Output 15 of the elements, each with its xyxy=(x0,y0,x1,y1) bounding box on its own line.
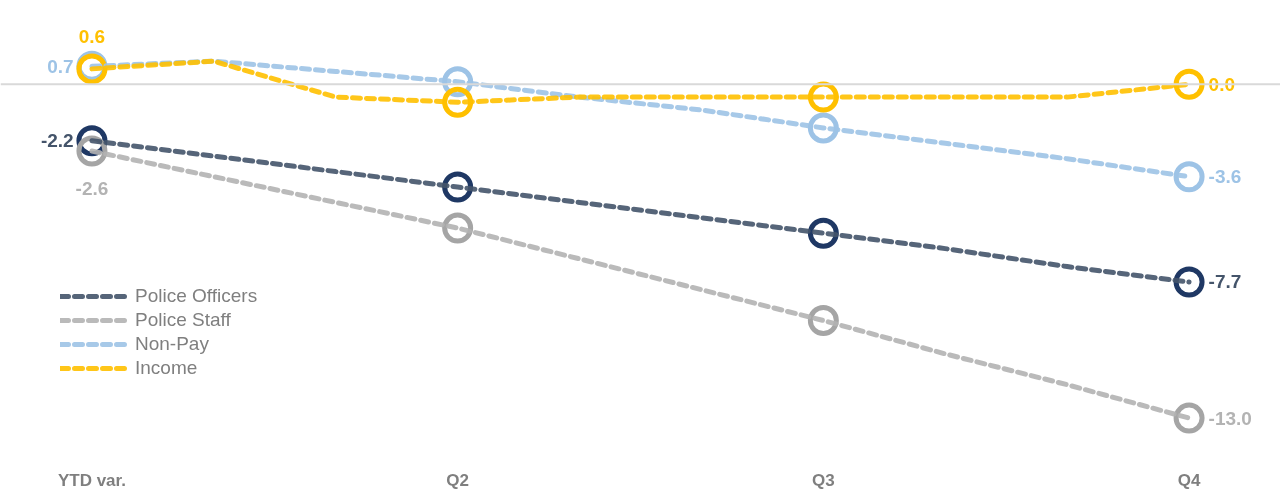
data-label: 0.7 xyxy=(47,55,74,77)
data-label: -7.7 xyxy=(1208,271,1242,293)
data-label: -13.0 xyxy=(1208,407,1252,429)
x-tick-label: YTD var. xyxy=(57,470,126,490)
x-tick-label: Q4 xyxy=(1177,470,1201,490)
x-tick-label: Q3 xyxy=(812,470,835,490)
data-label: -2.2 xyxy=(40,130,74,152)
data-label: -3.6 xyxy=(1208,166,1242,188)
legend-label: Police Staff xyxy=(135,309,231,331)
data-label: -2.6 xyxy=(75,177,109,199)
data-label: 0.6 xyxy=(78,26,106,48)
legend-label: Non-Pay xyxy=(135,333,209,355)
x-tick-label: Q2 xyxy=(446,470,469,490)
legend-label: Police Officers xyxy=(135,285,258,307)
legend-label: Income xyxy=(135,357,198,379)
